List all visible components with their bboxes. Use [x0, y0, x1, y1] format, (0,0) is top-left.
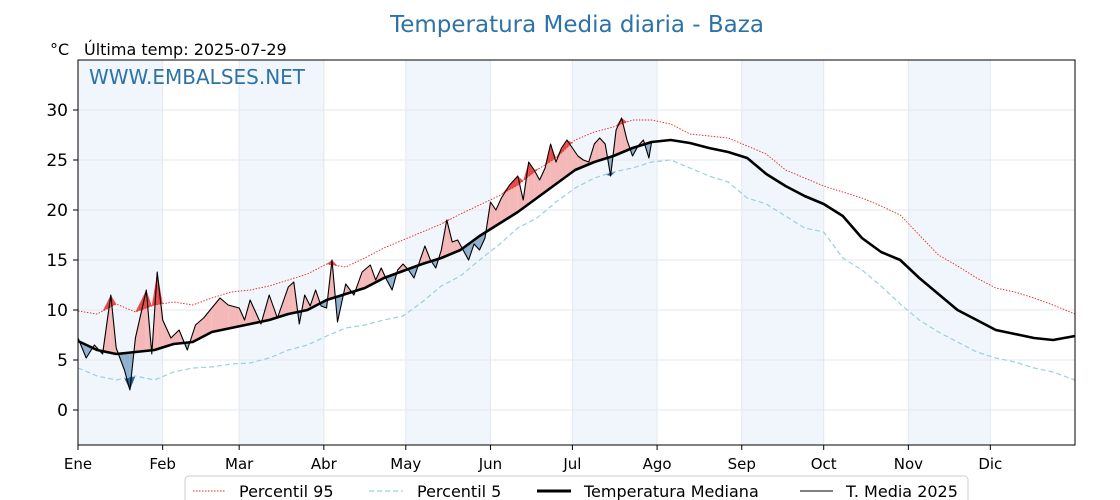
y-tick-label: 30 [46, 101, 68, 121]
anomaly-fill-above [452, 240, 458, 254]
x-tick-label-ago: Ago [643, 455, 672, 473]
y-tick-label: 0 [57, 401, 68, 421]
x-tick-label-feb: Feb [149, 455, 176, 473]
watermark: WWW.EMBALSES.NET [89, 65, 306, 89]
month-band-sep [741, 60, 824, 445]
anomaly-fill-above [220, 298, 229, 331]
x-tick-label-dic: Dic [978, 455, 1002, 473]
anomaly-fill-above [501, 185, 510, 223]
month-band-ene [78, 60, 163, 445]
legend-box [184, 475, 969, 500]
x-tick-label-may: May [390, 455, 421, 473]
anomaly-fill-above [446, 220, 453, 256]
x-tick-label-sep: Sep [728, 455, 756, 473]
anomaly-fill-above [362, 265, 371, 289]
anomaly-fill-above [556, 148, 562, 184]
x-tick-label-jun: Jun [478, 455, 502, 473]
x-axis: Ene Feb Mar Abr May Jun Jul Ago Sep Oct Nov Dic [64, 445, 1002, 473]
month-band-nov [908, 60, 991, 445]
anomaly-fill-above [288, 282, 294, 314]
y-tick-label: 5 [57, 351, 68, 371]
chart-title: Temperatura Media diaria - Baza [389, 12, 764, 38]
anomaly-fill-above [621, 118, 627, 153]
extreme-fill-above-p95 [332, 260, 338, 266]
legend-label-p5: Percentil 5 [417, 482, 501, 500]
anomaly-fill-above [203, 308, 212, 337]
anomaly-fill-above [599, 138, 606, 161]
anomaly-fill-above [539, 168, 546, 196]
subtitle: Última temp: 2025-07-29 [84, 40, 287, 59]
anomaly-fill-above [594, 138, 600, 162]
y-tick-label: 10 [46, 301, 68, 321]
extreme-fill-above-p95 [135, 290, 147, 312]
extreme-fill-above-p95 [534, 168, 540, 173]
anomaly-fill-above [566, 140, 573, 176]
anomaly-fill-above [534, 170, 540, 200]
anomaly-fill-above [495, 198, 502, 226]
plot-area [77, 59, 1076, 446]
x-tick-label-nov: Nov [894, 455, 923, 473]
anomaly-fill-above [517, 176, 524, 212]
legend-label-media-2025: T. Media 2025 [845, 482, 958, 500]
series-line-temperatura-mediana [77, 138, 1076, 356]
y-tick-label: 20 [46, 201, 68, 221]
series-line-percentil-5 [77, 159, 1076, 381]
extreme-fill-above-p95 [528, 162, 535, 177]
anomaly-fill-above [228, 305, 240, 329]
extreme-fill-above-p95 [523, 162, 529, 181]
legend-label-mediana: Temperatura Mediana [583, 482, 759, 500]
extreme-fill-above-p95 [509, 176, 518, 190]
x-tick-label-oct: Oct [811, 455, 837, 473]
extreme-fill-above-p95 [561, 140, 567, 153]
legend-label-p95: Percentil 95 [239, 482, 334, 500]
extreme-fill-above-p95 [326, 260, 332, 265]
y-tick-label: 15 [46, 251, 68, 271]
y-axis: 0 5 10 15 20 25 30 [46, 101, 78, 421]
x-tick-label-ene: Ene [64, 455, 92, 473]
month-band-jul [572, 60, 658, 445]
extreme-fill-below-p5 [605, 172, 611, 176]
plot-frame [77, 59, 1076, 446]
x-tick-label-abr: Abr [311, 455, 338, 473]
anomaly-fill-above [170, 330, 180, 345]
x-tick-label-mar: Mar [225, 455, 254, 473]
month-band-mar [239, 60, 324, 445]
series-line-t-media-2025 [77, 117, 653, 391]
anomaly-fill-below [479, 232, 485, 250]
unit-label: °C [50, 40, 69, 59]
extreme-fill-above-p95 [501, 185, 510, 195]
anomaly-fill-below [386, 275, 393, 290]
anomaly-fill-above [239, 308, 245, 327]
anomaly-fill-above [211, 298, 220, 332]
series-line-percentil-95 [77, 119, 1076, 315]
anomaly-fill-above [162, 320, 171, 348]
y-tick-label: 25 [46, 151, 68, 171]
x-tick-label-jul: Jul [562, 455, 581, 473]
legend: Percentil 95 Percentil 5 Temperatura Med… [184, 475, 969, 500]
